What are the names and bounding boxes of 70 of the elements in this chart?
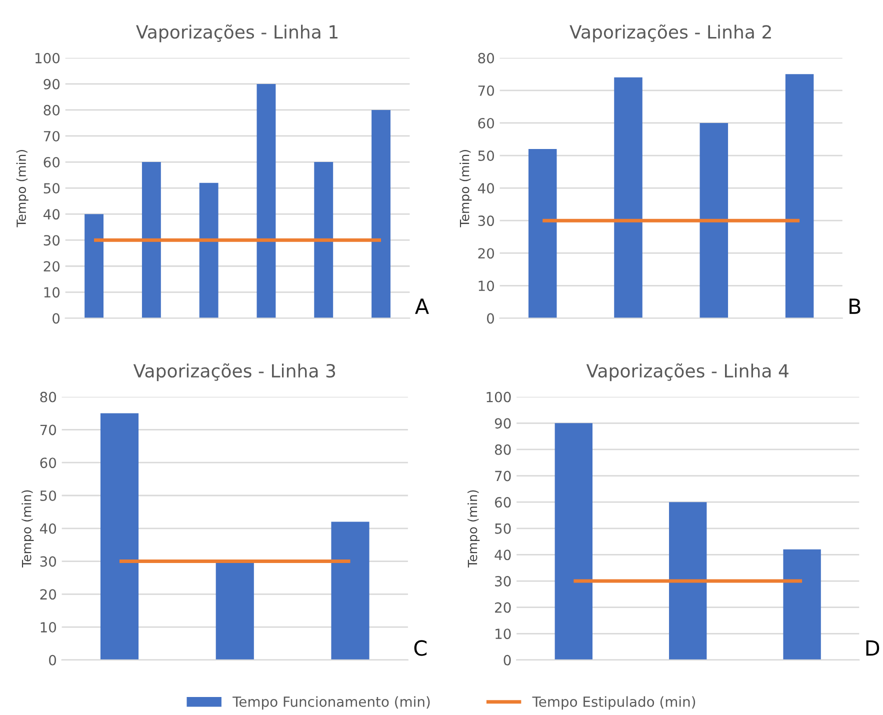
y-tick-label: 40 (478, 183, 494, 194)
y-tick-label: 50 (495, 523, 511, 534)
chart-title: Vaporizações - Linha 1 (136, 24, 338, 42)
y-tick-label: 80 (40, 392, 56, 402)
y-tick-label: 70 (495, 470, 511, 482)
chart-title: Vaporizações - Linha 2 (570, 24, 771, 42)
y-tick-label: 30 (478, 216, 494, 226)
chart-title: Vaporizações - Linha 3 (133, 363, 336, 382)
y-axis-title: Tempo (min) (468, 490, 480, 568)
y-tick-label: 100 (486, 392, 511, 402)
bar (785, 74, 814, 318)
y-axis-title: Tempo (min) (460, 150, 472, 228)
bar (100, 413, 139, 660)
y-tick-label: 30 (44, 235, 60, 246)
y-tick-label: 40 (40, 523, 56, 534)
y-tick-label: 20 (44, 261, 60, 272)
text: D (866, 640, 880, 656)
y-axis-title: Tempo (min) (16, 150, 28, 228)
y-tick-label: 60 (44, 156, 60, 168)
y-tick-label: 50 (44, 183, 60, 194)
y-tick-label: 60 (494, 497, 511, 508)
y-tick-label: 10 (44, 287, 60, 298)
y-axis-title: Tempo (min) (22, 490, 34, 568)
y-tick-label: 70 (478, 85, 494, 96)
bar (528, 149, 557, 318)
y-tick-label: 70 (44, 130, 60, 142)
y-tick-label: 90 (494, 418, 511, 429)
y-tick-label: 10 (478, 280, 494, 292)
legend-label: Tempo Funcionamento (min) (232, 696, 430, 710)
chart-title: Vaporizações - Linha 4 (586, 363, 788, 382)
y-tick-label: 0 (52, 313, 60, 324)
bar (554, 423, 592, 660)
y-tick-label: 30 (40, 556, 56, 567)
text: C (414, 640, 427, 656)
y-tick-label: 30 (495, 576, 511, 586)
y-tick-label: 100 (35, 52, 60, 64)
y-tick-label: 60 (478, 118, 494, 128)
bar (372, 110, 390, 318)
y-tick-label: 60 (40, 458, 56, 468)
y-tick-label: 50 (40, 490, 56, 501)
bar (199, 182, 218, 318)
y-tick-label: 0 (49, 654, 56, 666)
bar (700, 122, 728, 318)
y-tick-label: 80 (478, 52, 494, 64)
bar (256, 84, 276, 318)
bar (783, 549, 821, 660)
bar (331, 522, 370, 660)
y-tick-label: 90 (44, 78, 60, 90)
y-tick-label: 70 (40, 424, 56, 436)
bar (84, 214, 104, 318)
bar (669, 502, 707, 660)
y-tick-label: 20 (478, 248, 494, 259)
y-tick-label: 0 (504, 654, 511, 666)
y-tick-label: 10 (40, 622, 56, 633)
legend-label: Tempo Estipulado (min) (532, 696, 696, 710)
y-tick-label: 80 (44, 104, 60, 116)
bar (142, 162, 161, 318)
text: B (850, 298, 860, 314)
y-tick-label: 40 (43, 209, 60, 220)
y-tick-label: 0 (486, 313, 494, 324)
bar (216, 561, 254, 660)
y-tick-label: 80 (494, 444, 511, 455)
y-tick-label: 40 (494, 550, 511, 560)
bar (314, 162, 334, 318)
y-tick-label: 50 (478, 150, 494, 161)
bar (614, 77, 642, 318)
y-tick-label: 20 (40, 589, 56, 600)
y-tick-label: 20 (495, 602, 511, 613)
y-tick-label: 10 (496, 628, 511, 640)
text: A (415, 298, 429, 314)
